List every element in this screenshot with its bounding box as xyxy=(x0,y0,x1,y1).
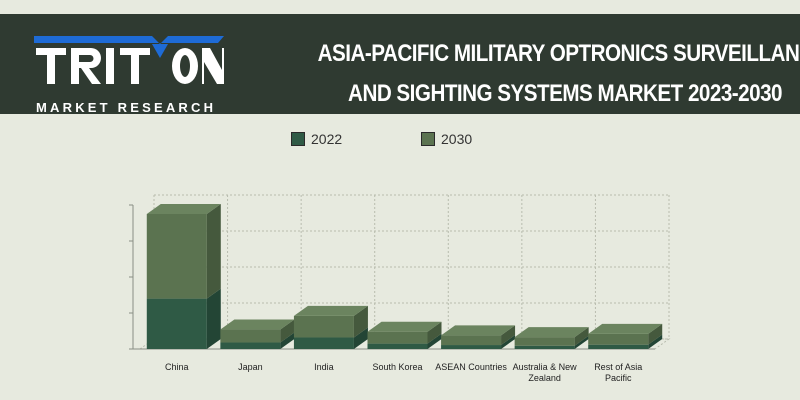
legend-label-2030: 2030 xyxy=(441,131,473,147)
bar-2030-side xyxy=(280,319,295,343)
x-tick-label: ASEAN Countries xyxy=(435,362,507,372)
legend-item-2022: 2022 xyxy=(291,131,342,147)
bar-2022-front xyxy=(588,344,649,349)
bar-2030-front xyxy=(293,315,354,338)
x-tick-label: Australia & New Zealand xyxy=(512,362,577,383)
legend-label-2022: 2022 xyxy=(311,131,343,147)
chart-legend: 2022 2030 xyxy=(0,131,800,151)
x-tick-label: India xyxy=(314,362,334,372)
legend-swatch-2030 xyxy=(421,132,435,146)
bar-top-face xyxy=(293,305,368,316)
legend-item-2030: 2030 xyxy=(421,131,472,147)
bar-2022-side xyxy=(501,335,516,349)
bar-2022-side xyxy=(206,288,221,349)
bar-top-face xyxy=(441,325,516,336)
bar-2030-front xyxy=(146,214,207,299)
bar-2030-front xyxy=(367,331,428,344)
bar-2030-front xyxy=(441,335,502,346)
bar-2022-side xyxy=(353,327,368,349)
brand-subtitle: MARKET RESEARCH xyxy=(36,100,217,115)
bar-2030-side xyxy=(427,321,442,344)
legend-swatch-2022 xyxy=(291,132,305,146)
x-tick-label: Rest of Asia Pacific xyxy=(594,362,643,383)
bar-2022-side xyxy=(574,335,589,349)
bar-2030-side xyxy=(353,305,368,338)
bar-2022-front xyxy=(367,343,428,349)
header-banner: MARKET RESEARCH ASIA-PACIFIC MILITARY OP… xyxy=(0,14,800,115)
x-tick-label: China xyxy=(165,362,189,372)
bar-2022-front xyxy=(293,337,354,349)
x-tick-label: South Korea xyxy=(372,362,423,372)
bar-top-face xyxy=(220,319,295,330)
logo-wordmark-icon xyxy=(34,36,224,84)
bar-2030-front xyxy=(220,329,281,343)
bar-2030-side xyxy=(206,204,221,299)
page-title: ASIA-PACIFIC MILITARY OPTRONICS SURVEILL… xyxy=(317,34,800,114)
title-line-2: AND SIGHTING SYSTEMS MARKET 2023-2030 xyxy=(348,80,782,107)
bar-2030-side xyxy=(574,327,589,346)
bar-top-face xyxy=(146,204,221,214)
bar-2022-side xyxy=(648,334,663,349)
bar-2022-front xyxy=(441,345,502,349)
bar-top-face xyxy=(514,327,589,338)
title-line-1: ASIA-PACIFIC MILITARY OPTRONICS SURVEILL… xyxy=(317,40,800,67)
bar-2030-front xyxy=(514,337,575,346)
brand-logo: MARKET RESEARCH xyxy=(34,34,234,115)
bar-top-face xyxy=(588,323,663,334)
bar-2022-side xyxy=(280,332,295,349)
bar-2030-front xyxy=(588,333,649,345)
bar-2022-front xyxy=(220,342,281,349)
bar-2030-side xyxy=(501,325,516,346)
bar-top-face xyxy=(367,321,442,332)
bar-2030-side xyxy=(648,323,663,345)
bar-2022-side xyxy=(427,333,442,349)
bar-2022-front xyxy=(514,345,575,349)
x-tick-label: Japan xyxy=(238,362,263,372)
bar-2022-front xyxy=(146,298,207,349)
